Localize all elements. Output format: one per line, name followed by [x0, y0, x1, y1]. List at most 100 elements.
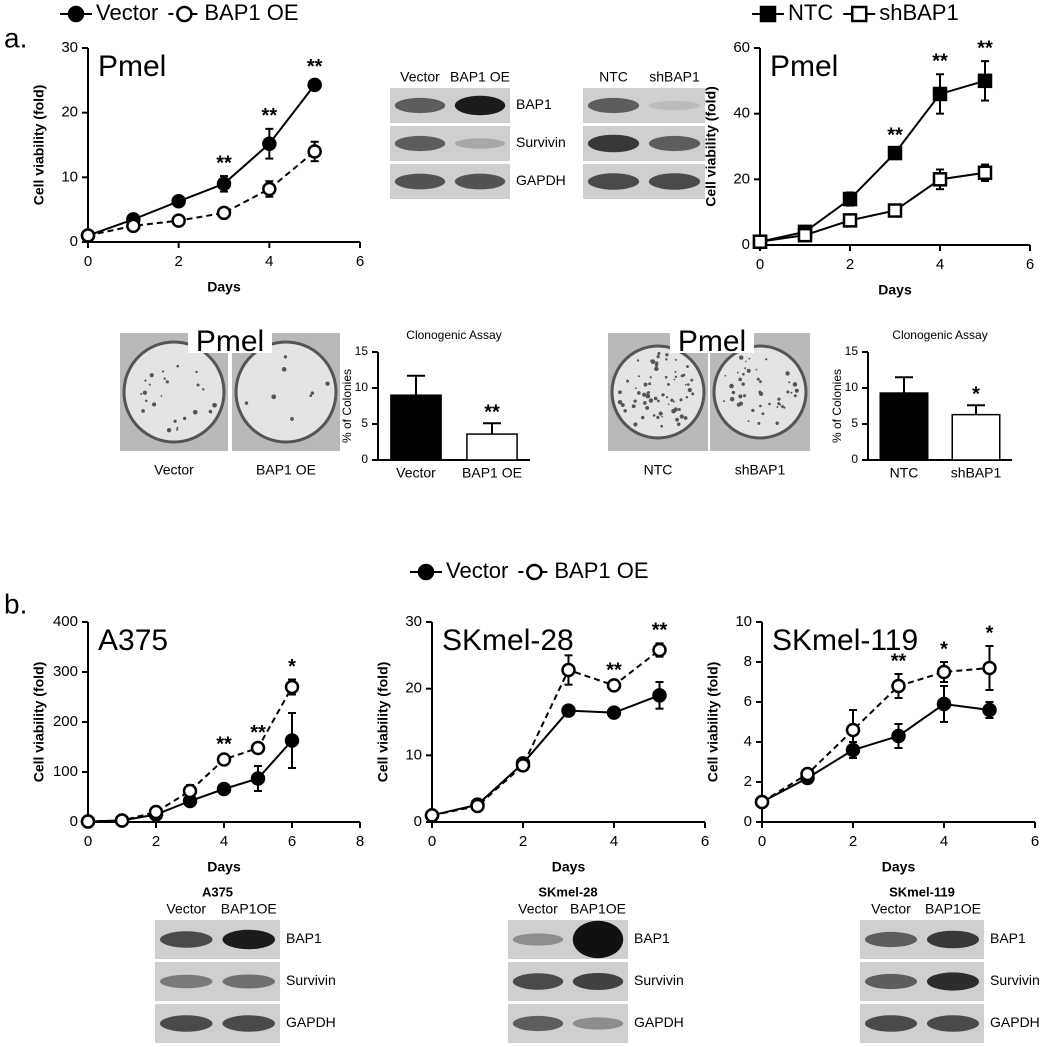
marker [216, 205, 232, 221]
lane-label: shBAP1 [649, 69, 700, 85]
x-tick-label: 6 [288, 833, 296, 850]
colony [775, 421, 779, 425]
colony [661, 415, 664, 418]
colony [309, 394, 313, 398]
marker [114, 813, 130, 828]
colony [660, 424, 663, 428]
significance: ** [652, 620, 668, 642]
band [160, 974, 213, 989]
band [864, 973, 918, 990]
significance: ** [932, 51, 948, 73]
colony [677, 408, 681, 411]
y-tick-label: 30 [61, 39, 78, 56]
x-axis-label: Days [552, 859, 586, 875]
colony [148, 383, 151, 386]
colony [751, 408, 755, 413]
colony [152, 402, 157, 407]
x-axis-label: Days [878, 282, 912, 298]
series-line [431, 649, 661, 817]
marker [171, 213, 186, 228]
colony [636, 359, 640, 362]
legend-label: Vector [96, 0, 158, 25]
band [587, 173, 640, 190]
row-label: Survivin [990, 972, 1040, 988]
row-label: Survivin [516, 134, 566, 150]
image-title: Pmel [678, 325, 746, 358]
colony [631, 404, 636, 409]
significance: ** [977, 37, 993, 59]
colony [675, 417, 679, 422]
colony [691, 392, 695, 396]
colony [679, 414, 684, 419]
colony [738, 377, 742, 382]
colony [176, 428, 179, 431]
y-axis-label: Cell viability (fold) [703, 86, 719, 207]
colony [689, 389, 692, 392]
marker [250, 740, 266, 756]
y-tick-label: 10 [405, 746, 422, 763]
bar [951, 413, 1001, 461]
lane-label: Vector [518, 901, 558, 917]
lane-label: NTC [599, 69, 628, 85]
lane-label: BAP1OE [221, 901, 277, 917]
band [512, 933, 564, 946]
colony [683, 416, 688, 420]
colony [690, 378, 694, 382]
colony [672, 400, 675, 403]
colony [738, 394, 743, 399]
colony [729, 383, 734, 389]
marker [891, 728, 906, 744]
significance: * [986, 622, 994, 644]
band [454, 173, 506, 190]
colony [724, 374, 727, 377]
marker [932, 172, 948, 187]
blot-title: SKmel-119 [889, 884, 955, 899]
image-title: Pmel [196, 325, 264, 358]
legend-marker [176, 5, 193, 23]
significance: ** [891, 650, 907, 672]
y-axis-label: Cell viability (fold) [705, 662, 721, 783]
colony [665, 353, 669, 357]
colony [166, 428, 172, 433]
y-tick-label: 10 [845, 380, 859, 394]
y-tick-label: 0 [742, 236, 750, 253]
colony [654, 366, 659, 372]
series-line [761, 702, 990, 803]
x-tick-label: 2 [519, 833, 527, 850]
marker [887, 145, 903, 161]
colony [656, 399, 660, 403]
band [222, 929, 275, 950]
colony [746, 368, 751, 373]
y-tick-label: 0 [70, 233, 78, 250]
y-tick-label: 30 [405, 613, 422, 630]
x-tick-label: 2 [174, 253, 182, 270]
chart-title: Pmel [770, 50, 838, 83]
colony [643, 401, 647, 405]
y-tick-label: 5 [851, 416, 858, 430]
colony [786, 390, 790, 394]
y-tick-label: 2 [744, 773, 752, 790]
marker [887, 203, 903, 218]
colony [643, 382, 648, 387]
x-tick-label: 0 [84, 833, 92, 850]
colony [679, 398, 683, 402]
marker [800, 766, 815, 782]
band [648, 100, 701, 111]
plate [122, 340, 226, 444]
y-tick-label: 60 [733, 39, 750, 56]
band [572, 1017, 624, 1030]
band [572, 973, 624, 990]
colony [140, 393, 143, 395]
blot-title: SKmel-28 [538, 884, 597, 899]
colony [743, 394, 747, 398]
marker [754, 794, 770, 810]
legend-marker [850, 5, 868, 23]
band [454, 138, 506, 149]
band [926, 930, 980, 949]
legend-marker [67, 5, 85, 23]
y-tick-label: 0 [70, 813, 78, 830]
colony [283, 355, 288, 359]
marker [561, 662, 576, 678]
y-tick-label: 15 [845, 344, 859, 358]
colony [641, 415, 645, 420]
